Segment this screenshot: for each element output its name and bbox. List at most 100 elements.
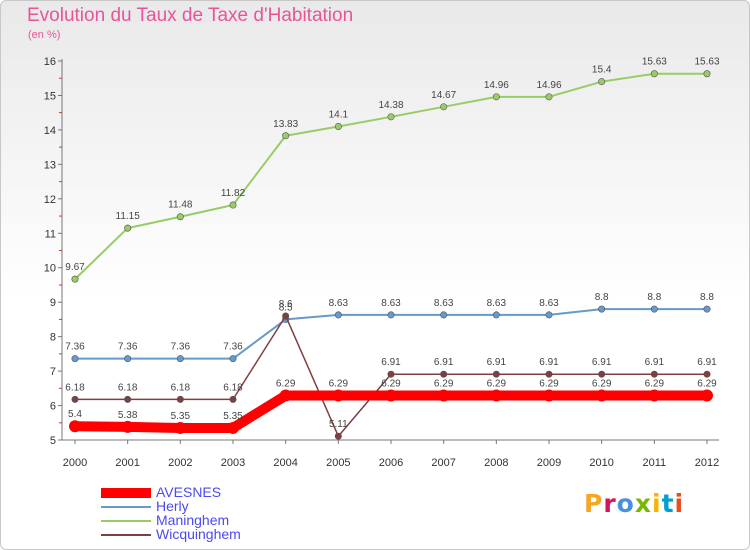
data-point [387,370,395,378]
data-label: 6.29 [276,379,296,390]
x-tick-label: 2000 [63,457,87,469]
data-point [490,389,503,402]
data-label: 11.15 [116,211,141,222]
data-point [437,389,450,402]
data-label: 6.91 [592,357,612,368]
logo-letter: o [616,489,635,518]
data-label: 6.18 [65,382,85,393]
data-point [492,370,500,378]
data-point [545,93,553,101]
data-label: 14.1 [329,109,349,120]
data-label: 6.29 [434,379,454,390]
data-label: 5.35 [171,411,191,422]
legend-label: Wicquinghem [156,526,241,542]
data-label: 8.63 [381,298,401,309]
data-point [174,421,187,434]
y-tick-label: 11 [45,228,56,240]
data-point [124,355,132,363]
x-tick-label: 2012 [695,457,719,469]
y-tick-label: 8 [50,332,56,344]
data-label: 7.36 [118,342,138,353]
data-point [387,311,395,319]
y-tick-label: 6 [50,401,56,413]
data-label: 5.11 [329,419,348,430]
data-label: 13.83 [273,119,298,130]
data-label: 15.63 [694,57,719,68]
data-point [71,395,79,403]
data-label: 6.91 [539,357,559,368]
proxiti-logo: Proxiti [584,489,684,518]
data-label: 8.63 [539,298,559,309]
data-point [124,395,132,403]
data-point [703,305,711,313]
legend-label: Herly [156,498,189,514]
data-point [648,389,661,402]
legend-swatch [101,506,151,508]
data-label: 5.35 [223,411,243,422]
data-point [229,201,237,209]
x-tick-label: 2007 [431,457,455,469]
data-label: 8.5 [279,302,293,313]
data-label: 8.63 [434,298,454,309]
data-label: 14.67 [431,90,456,101]
data-label: 6.29 [697,379,717,390]
legend-swatch [101,534,151,536]
data-label: 6.29 [329,379,349,390]
data-label: 11.48 [168,200,193,211]
data-label: 9.67 [65,262,85,273]
data-point [227,421,239,434]
data-label: 7.36 [65,342,85,353]
data-point [332,389,345,402]
x-tick-label: 2009 [537,457,561,469]
legend-swatch [101,520,151,522]
data-label: 5.4 [68,409,82,420]
data-point [650,305,658,313]
data-label: 6.91 [645,357,665,368]
data-label: 6.91 [487,357,507,368]
data-label: 8.63 [329,298,349,309]
data-point [545,370,553,378]
x-tick-label: 2011 [643,457,667,469]
x-tick-label: 2002 [168,457,192,469]
data-point [71,275,79,283]
logo-letter: r [603,489,617,518]
data-point [385,389,397,402]
y-tick-label: 12 [44,194,56,206]
data-label: 8.8 [595,292,609,303]
data-point [595,389,608,402]
y-tick-label: 9 [50,297,56,309]
data-point [492,311,500,319]
data-label: 6.18 [118,382,138,393]
data-point [176,213,184,221]
data-point [71,355,79,363]
data-point [650,70,658,78]
legend-label: AVESNES [156,484,222,500]
data-label: 8.63 [487,298,507,309]
data-point [282,312,290,320]
logo-letter: t [661,489,675,518]
data-label: 15.4 [592,65,612,76]
data-label: 14.96 [484,80,509,91]
data-point [69,420,81,433]
data-point [545,311,553,319]
data-point [279,389,292,402]
data-label: 6.91 [697,357,717,368]
x-tick-label: 2006 [379,457,403,469]
x-tick-label: 2008 [484,457,508,469]
data-point [440,311,448,319]
data-label: 6.18 [223,382,243,393]
data-label: 6.29 [539,379,559,390]
data-point [598,78,606,86]
data-label: 8.6 [279,299,293,310]
data-point [334,122,342,130]
x-tick-label: 2003 [221,457,245,469]
data-point [598,370,606,378]
data-point [492,93,500,101]
data-label: 11.82 [221,188,246,199]
data-point [229,395,237,403]
data-point [334,432,342,440]
data-label: 6.18 [171,382,191,393]
data-label: 7.36 [223,342,243,353]
logo-letter: i [652,489,662,518]
